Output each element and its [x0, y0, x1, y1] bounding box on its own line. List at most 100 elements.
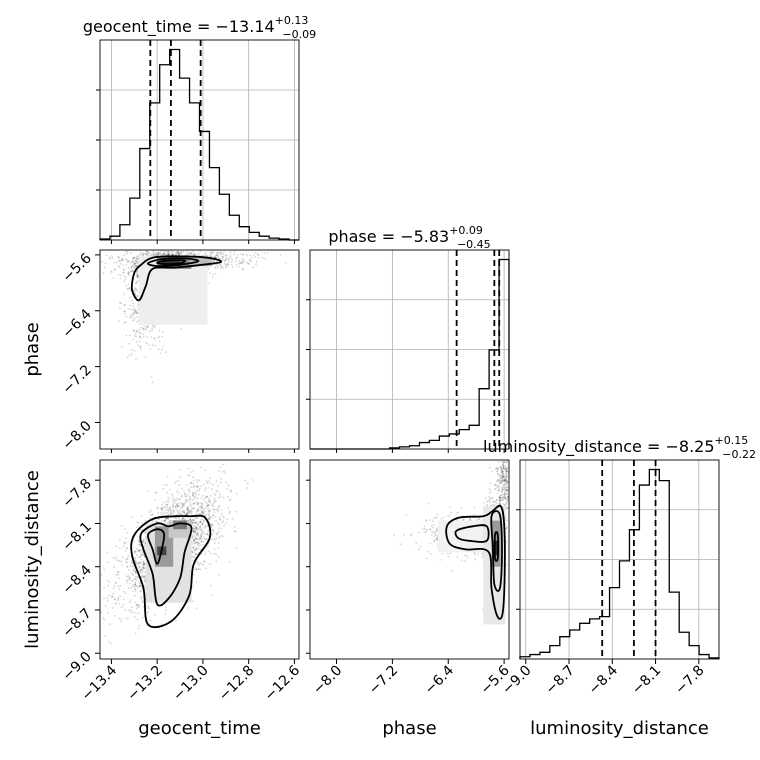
sample-point — [194, 485, 197, 488]
sample-point — [123, 293, 125, 296]
sample-point — [192, 482, 194, 485]
sample-point — [133, 350, 136, 352]
sample-point — [137, 521, 140, 524]
sample-point — [137, 627, 140, 630]
sample-point — [215, 560, 218, 563]
sample-point — [113, 614, 116, 617]
sample-point — [201, 529, 203, 532]
sample-point — [141, 600, 144, 603]
sample-point — [204, 538, 206, 541]
sample-point — [159, 254, 162, 256]
sample-point — [440, 517, 443, 520]
sample-point — [214, 273, 217, 275]
sample-point — [210, 252, 213, 255]
sample-point — [138, 562, 141, 565]
sample-point — [138, 541, 141, 543]
sample-point — [196, 489, 199, 492]
sample-point — [145, 250, 148, 253]
sample-point — [129, 252, 132, 255]
sample-point — [192, 498, 195, 501]
sample-point — [131, 269, 134, 271]
sample-point — [199, 509, 202, 511]
sample-point — [119, 277, 122, 280]
sample-point — [176, 503, 179, 506]
sample-point — [205, 505, 208, 508]
sample-point — [121, 259, 124, 261]
sample-point — [200, 540, 203, 543]
sample-point — [166, 506, 169, 509]
sample-point — [189, 501, 191, 504]
sample-point — [107, 611, 109, 614]
sample-point — [146, 336, 149, 338]
sample-point — [209, 272, 211, 275]
sample-point — [206, 505, 209, 508]
sample-point — [135, 579, 138, 581]
sample-point — [163, 519, 165, 522]
sample-point — [228, 499, 231, 502]
sample-point — [187, 493, 190, 496]
sample-point — [200, 553, 203, 556]
sample-point — [202, 512, 205, 514]
sample-point — [161, 254, 164, 256]
sample-point — [195, 537, 198, 540]
sample-point — [210, 523, 212, 526]
sample-point — [190, 505, 193, 508]
sample-point — [163, 253, 166, 256]
sample-point — [182, 504, 184, 507]
sample-point — [130, 561, 133, 564]
sample-point — [163, 521, 166, 523]
sample-point — [138, 549, 141, 552]
sample-point — [137, 566, 140, 568]
sample-point — [201, 540, 204, 543]
sample-point — [163, 511, 166, 514]
sample-point — [115, 602, 118, 604]
sample-point — [157, 251, 160, 254]
sample-point — [142, 328, 145, 330]
sample-point — [206, 533, 209, 536]
sample-point — [159, 252, 162, 255]
sample-point — [220, 265, 222, 268]
sample-point — [224, 259, 227, 262]
sample-point — [505, 501, 508, 504]
sample-point — [199, 544, 201, 547]
sample-point — [210, 494, 213, 497]
sample-point — [197, 568, 200, 570]
sample-point — [137, 303, 140, 306]
sample-point — [140, 568, 143, 571]
sample-point — [215, 480, 218, 483]
sample-point — [130, 599, 132, 602]
sample-point — [182, 250, 185, 253]
sample-point — [218, 251, 221, 254]
sample-point — [134, 309, 137, 311]
sample-point — [111, 596, 114, 599]
sample-point — [160, 507, 163, 510]
sample-point — [159, 252, 162, 255]
sample-point — [136, 257, 139, 260]
sample-point — [249, 254, 252, 257]
sample-point — [188, 510, 191, 513]
sample-point — [185, 484, 188, 486]
sample-point — [188, 518, 191, 521]
sample-point — [153, 326, 156, 329]
sample-point — [167, 510, 170, 513]
sample-point — [220, 509, 223, 511]
sample-point — [457, 511, 460, 514]
sample-point — [218, 493, 221, 495]
sample-point — [128, 271, 131, 274]
sample-point — [170, 511, 173, 514]
sample-point — [204, 487, 207, 490]
sample-point — [503, 484, 506, 486]
sample-point — [132, 266, 134, 268]
sample-point — [136, 603, 138, 606]
sample-point — [187, 474, 190, 476]
sample-point — [222, 256, 224, 259]
sample-point — [427, 550, 429, 553]
sample-point — [194, 553, 197, 555]
sample-point — [201, 511, 203, 513]
sample-point — [219, 263, 222, 266]
sample-point — [125, 561, 128, 564]
sample-point — [175, 490, 178, 493]
sample-point — [206, 545, 209, 548]
sample-point — [429, 542, 432, 545]
sample-point — [217, 257, 220, 259]
